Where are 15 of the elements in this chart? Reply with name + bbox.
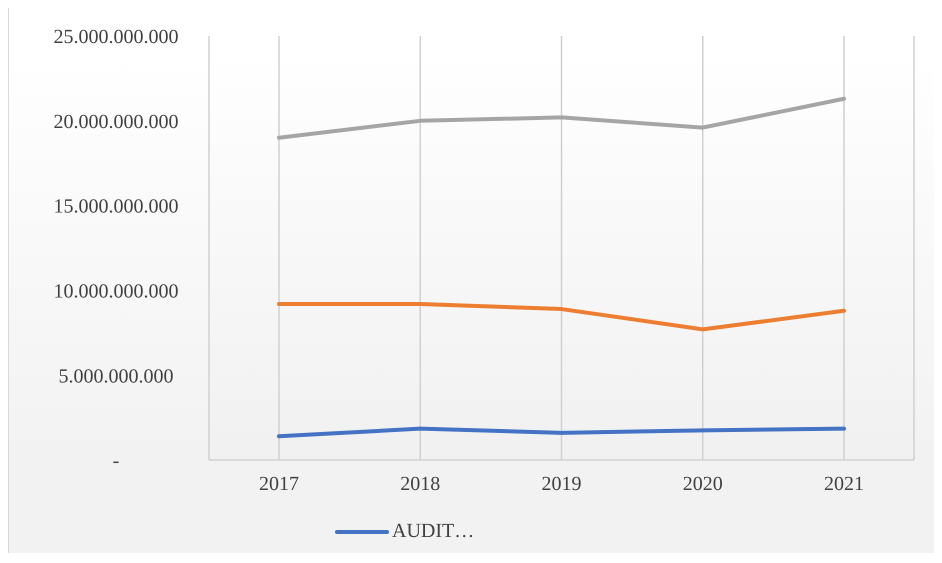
legend-label: AUDIT… (392, 520, 474, 543)
y-tick-label: 10.000.000.000 (54, 280, 178, 302)
x-tick-label: 2019 (542, 473, 582, 496)
y-tick-label: - (112, 450, 120, 472)
x-tick-label: 2018 (400, 473, 440, 496)
x-tick-label: 2020 (682, 473, 723, 496)
line-series (277, 302, 846, 332)
y-tick-label: 20.000.000.000 (54, 110, 178, 133)
y-tick-label: 5.000.000.000 (58, 365, 174, 388)
x-tick-label: 2017 (259, 473, 299, 496)
y-tick-label: 15.000.000.000 (54, 196, 178, 218)
line-series (277, 426, 846, 438)
y-tick-label: 25.000.000.000 (54, 26, 178, 48)
line-series (277, 96, 846, 140)
x-tick-label: 2021 (824, 473, 864, 496)
